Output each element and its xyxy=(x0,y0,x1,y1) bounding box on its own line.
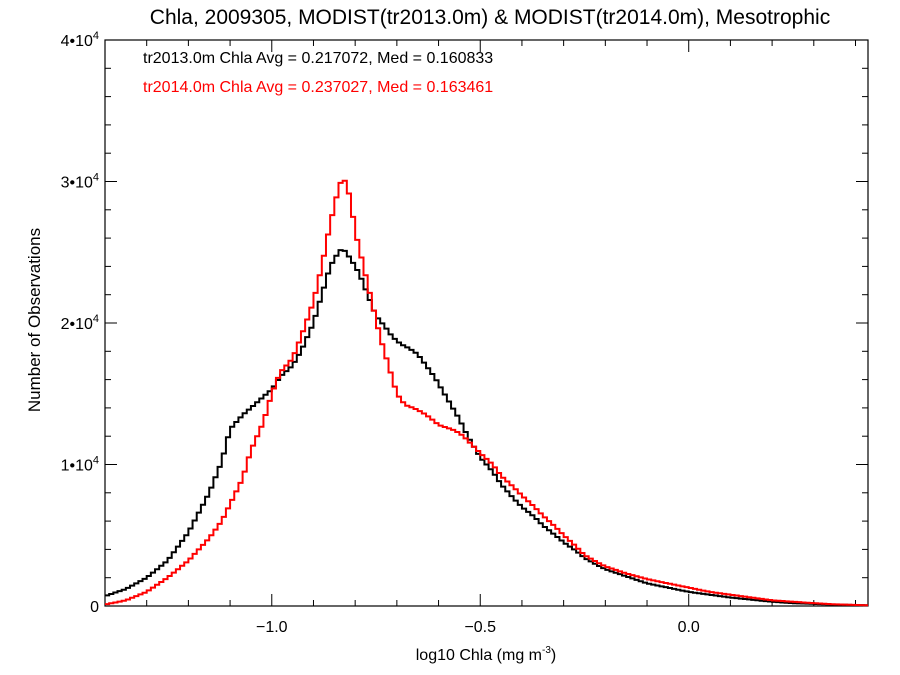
x-tick-label: 0.0 xyxy=(678,619,700,636)
x-tick-label: −0.5 xyxy=(464,619,496,636)
y-tick-exponent: 4 xyxy=(93,30,99,42)
y-axis-label: Number of Observations xyxy=(25,228,44,412)
x-tick-label: −1.0 xyxy=(256,619,288,636)
chart-title: Chla, 2009305, MODIST(tr2013.0m) & MODIS… xyxy=(150,6,830,29)
series-line-tr2013 xyxy=(105,249,868,607)
stats-line-tr2014: tr2014.0m Chla Avg = 0.237027, Med = 0.1… xyxy=(143,79,493,96)
stats-line-tr2013: tr2013.0m Chla Avg = 0.217072, Med = 0.1… xyxy=(143,50,493,67)
x-axis-label-close: ) xyxy=(551,647,556,664)
y-tick-label: 4•104 xyxy=(61,30,99,50)
y-tick-label: 2•104 xyxy=(61,313,99,333)
y-tick-exponent: 4 xyxy=(93,455,99,467)
y-tick-exponent: 4 xyxy=(93,172,99,184)
y-tick-base: 0 xyxy=(90,599,99,616)
x-axis-label-exponent: -3 xyxy=(542,645,551,656)
y-tick-base: 1•10 xyxy=(61,458,93,475)
y-tick-label: 0 xyxy=(90,599,99,616)
y-tick-base: 3•10 xyxy=(61,175,93,192)
x-axis-label: log10 Chla (mg m-3) xyxy=(416,645,557,664)
plot-frame xyxy=(104,39,869,607)
y-tick-base: 4•10 xyxy=(61,33,93,50)
y-tick-label: 1•104 xyxy=(61,455,99,475)
x-axis-label-main: log10 Chla (mg m xyxy=(416,647,542,664)
y-tick-base: 2•10 xyxy=(61,316,93,333)
y-tick-label: 3•104 xyxy=(61,172,99,192)
data-series xyxy=(105,179,868,607)
y-tick-exponent: 4 xyxy=(93,313,99,325)
series-line-tr2014 xyxy=(105,179,868,607)
